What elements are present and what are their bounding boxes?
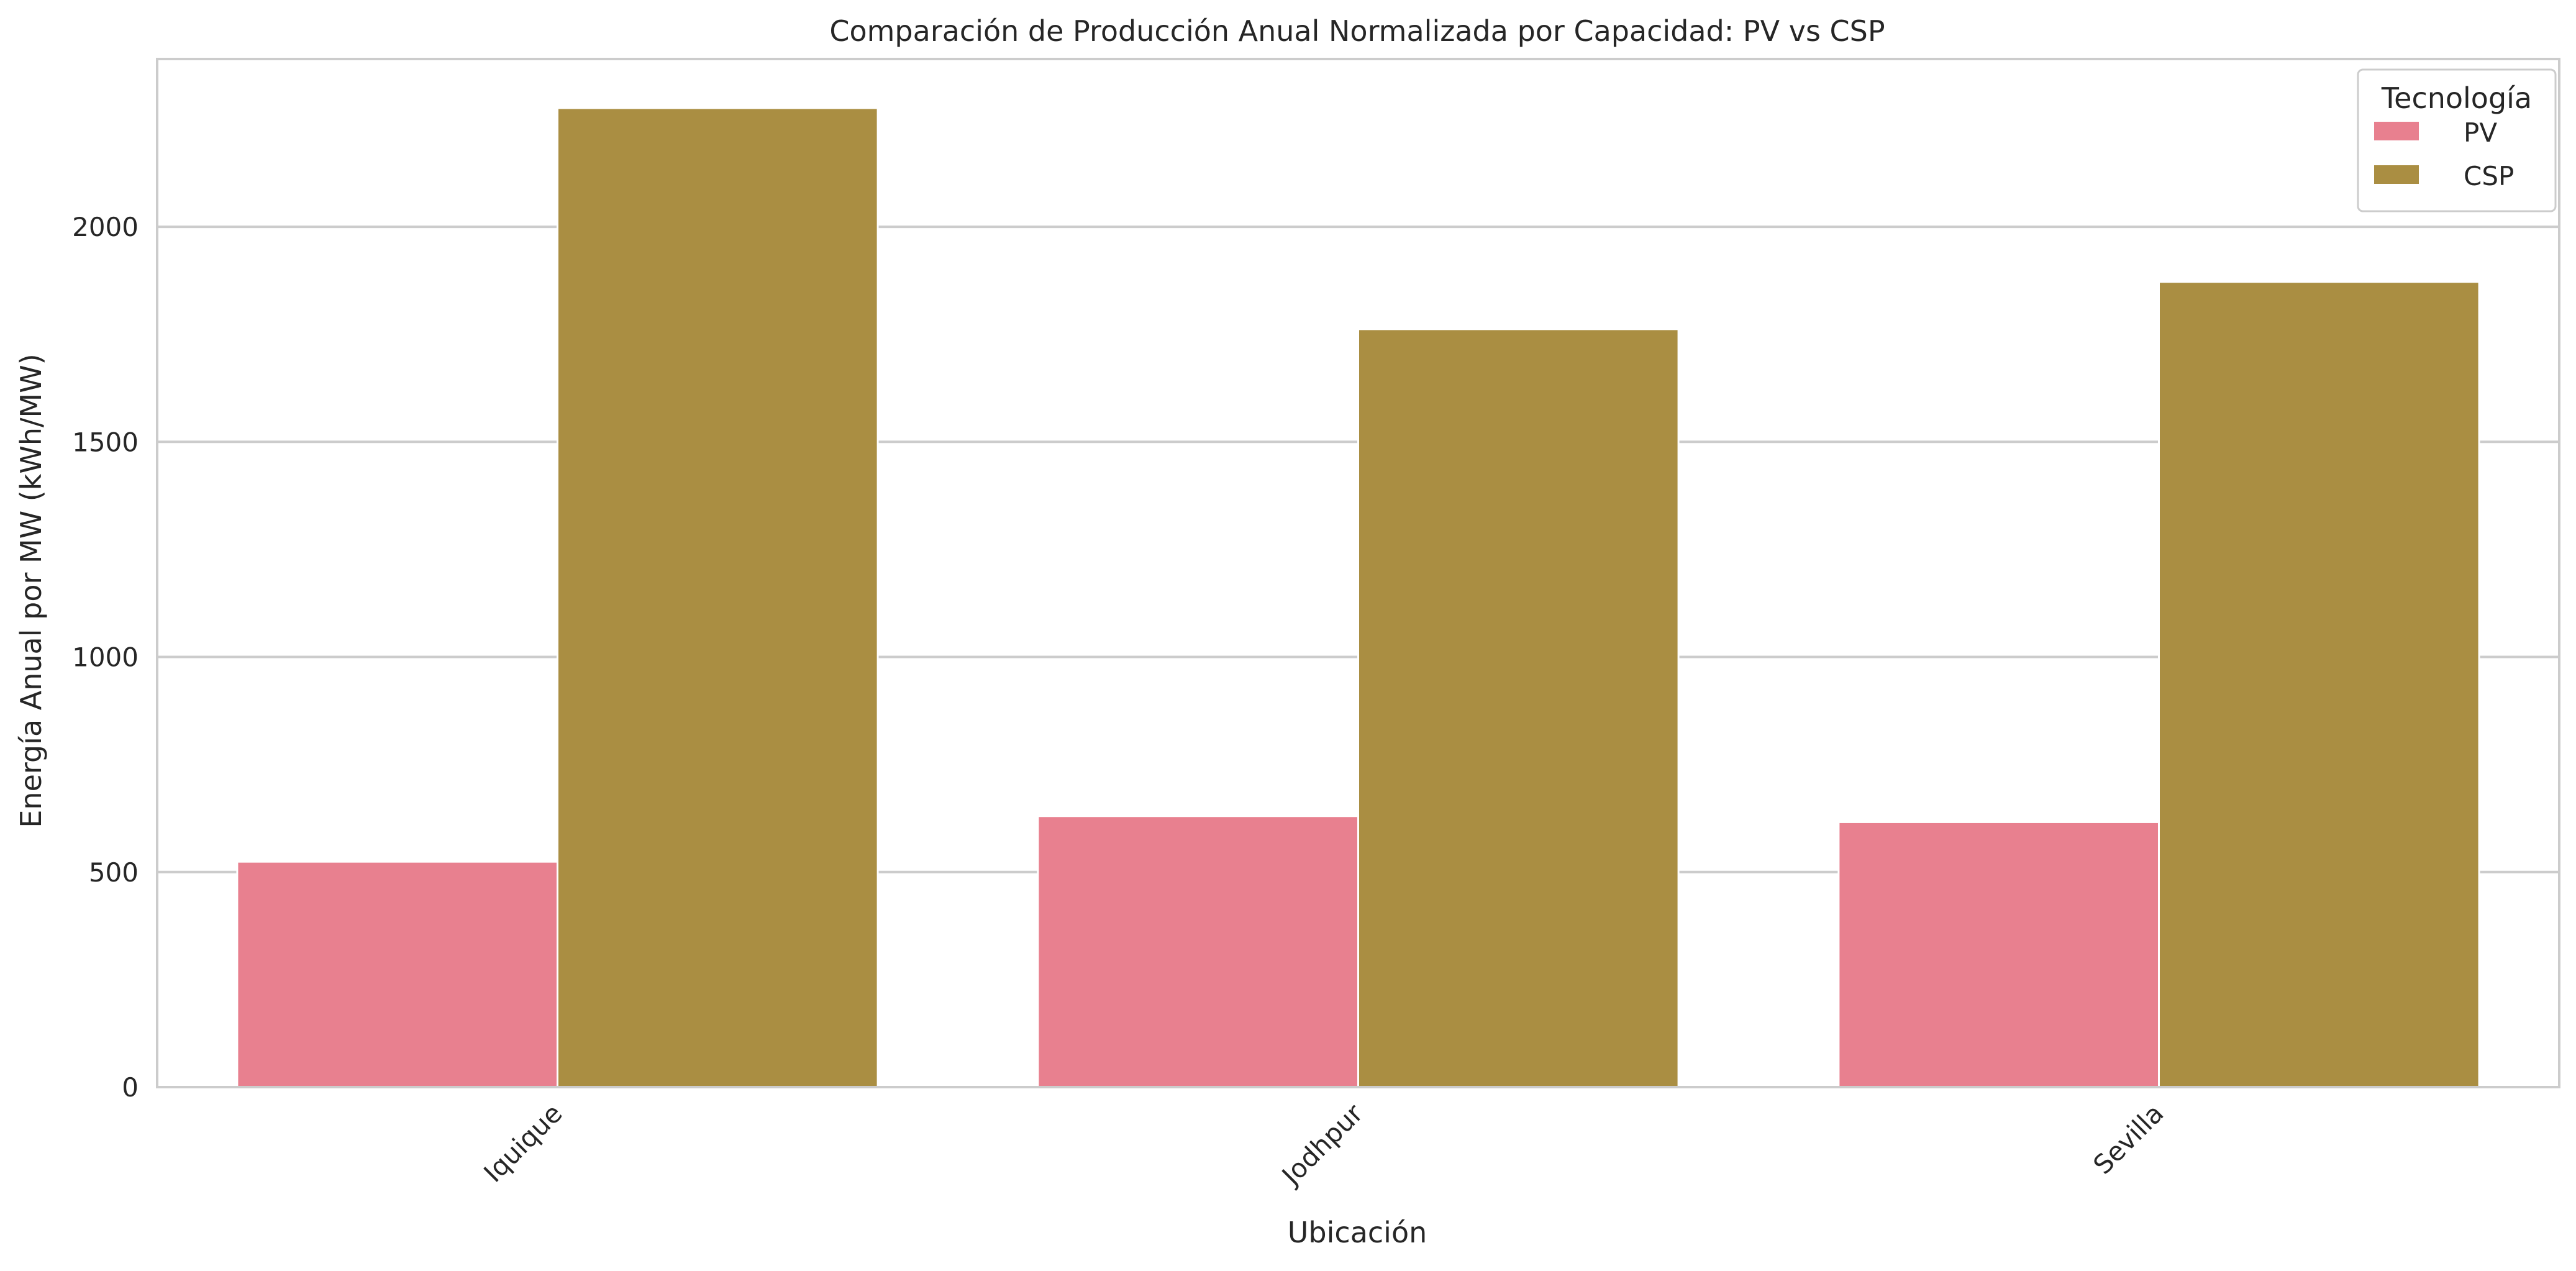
y-tick-label: 2000 bbox=[72, 212, 139, 242]
y-tick-label: 1000 bbox=[72, 642, 139, 673]
legend: Tecnología PV CSP bbox=[2357, 68, 2557, 212]
legend-label-csp: CSP bbox=[2464, 161, 2514, 191]
legend-title: Tecnología bbox=[2381, 81, 2532, 115]
bar-csp-jodhpur bbox=[1357, 328, 1680, 1088]
y-tick-label: 1500 bbox=[72, 427, 139, 457]
legend-swatch-pv bbox=[2374, 122, 2419, 140]
plot-frame bbox=[156, 58, 2560, 1088]
bar-pv-iquique bbox=[236, 860, 558, 1088]
legend-swatch-csp bbox=[2374, 165, 2419, 184]
legend-label-pv: PV bbox=[2464, 117, 2497, 148]
bar-csp-sevilla bbox=[2158, 281, 2480, 1088]
y-axis-ticks: 0 500 1000 1500 2000 bbox=[72, 212, 139, 1103]
chart-title: Comparación de Producción Anual Normaliz… bbox=[829, 14, 1885, 48]
y-tick-label: 500 bbox=[89, 857, 139, 888]
x-axis-label: Ubicación bbox=[1288, 1216, 1427, 1249]
y-axis-label: Energía Anual por MW (kWh/MW) bbox=[14, 353, 48, 827]
bar-pv-jodhpur bbox=[1037, 815, 1359, 1088]
bar-csp-iquique bbox=[557, 107, 879, 1088]
y-tick-label: 0 bbox=[122, 1072, 139, 1103]
bar-pv-sevilla bbox=[1837, 821, 2160, 1088]
bars bbox=[236, 107, 2480, 1088]
